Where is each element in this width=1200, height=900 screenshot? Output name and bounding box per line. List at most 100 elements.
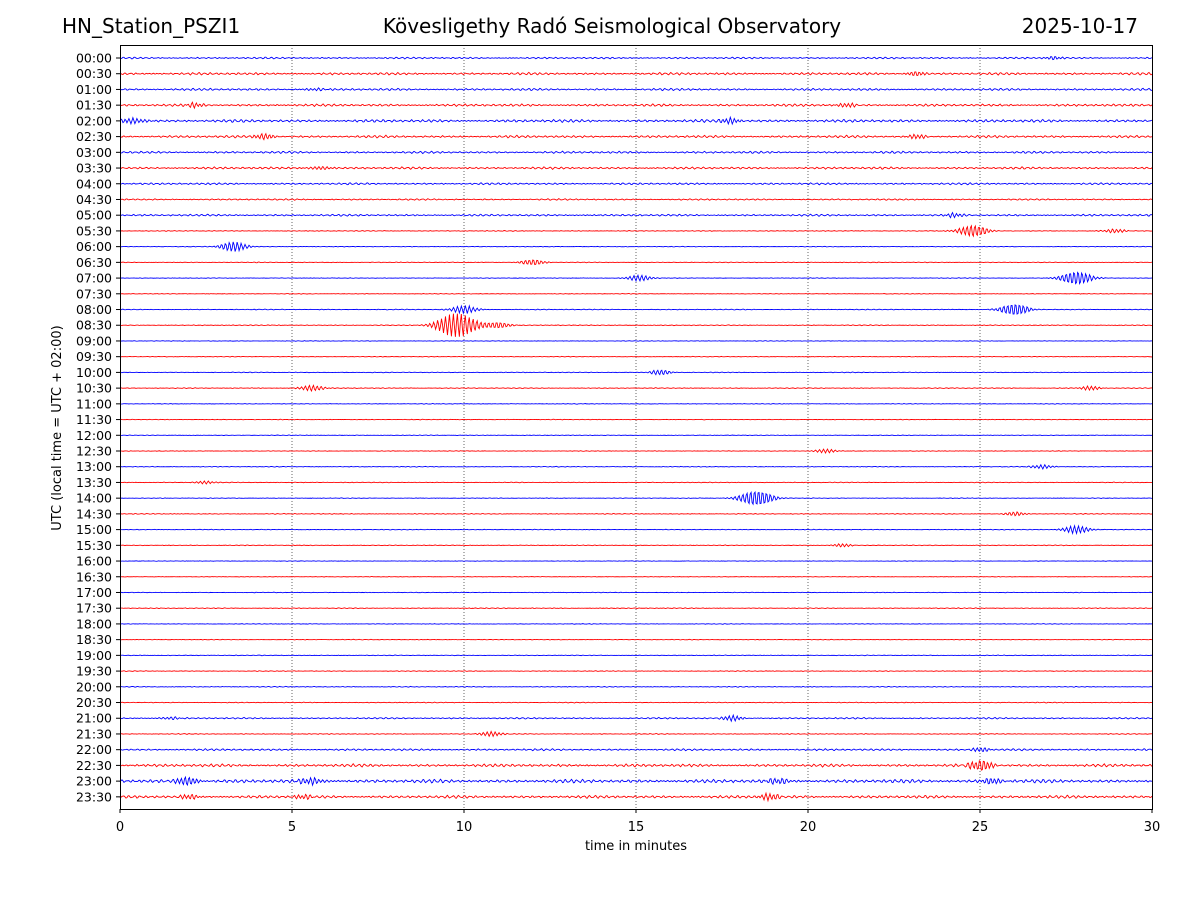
trace-1130 [119,418,1153,421]
y-tick-label: 09:30 [76,349,112,364]
y-tick-label: 07:00 [76,271,112,286]
trace-0100 [119,87,1153,92]
trace-0500 [119,211,1153,219]
y-tick-label: 09:00 [76,333,112,348]
y-tick-label: 05:30 [76,223,112,238]
y-tick-label: 22:00 [76,742,112,757]
trace-1730 [119,607,1153,610]
y-tick-label: 04:00 [76,176,112,191]
y-tick-label: 16:00 [76,554,112,569]
trace-0130 [119,101,1153,110]
trace-2330 [119,791,1153,803]
y-tick-label: 14:30 [76,506,112,521]
y-tick-label: 00:00 [76,51,112,66]
x-ticks: 0 5 10 15 20 25 30 [116,809,1160,835]
x-tick-label: 0 [116,820,124,835]
y-tick-label: 20:30 [76,695,112,710]
trace-1600 [119,560,1153,562]
trace-1330 [119,480,1153,485]
plot-frame [120,45,1153,810]
y-tick-label: 17:30 [76,601,112,616]
y-tick-label: 21:00 [76,711,112,726]
x-axis-label: time in minutes [585,839,687,854]
y-tick-label: 02:30 [76,129,112,144]
trace-0700 [119,271,1153,286]
trace-1000 [119,369,1153,376]
date-label: 2025-10-17 [1021,14,1138,38]
trace-2030 [119,701,1153,704]
y-tick-label: 13:00 [76,459,112,474]
trace-1430 [119,510,1153,517]
y-tick-label: 17:00 [76,585,112,600]
y-tick-label: 12:30 [76,444,112,459]
trace-0800 [119,304,1153,315]
y-tick-label: 08:00 [76,302,112,317]
y-tick-label: 18:30 [76,632,112,647]
y-tick-label: 11:00 [76,396,112,411]
y-tick-label: 01:00 [76,82,112,97]
y-tick-label: 07:30 [76,286,112,301]
trace-2200 [119,747,1153,753]
trace-2300 [119,775,1153,787]
y-tick-label: 08:30 [76,318,112,333]
trace-0000 [119,55,1153,61]
trace-1530 [119,543,1153,548]
trace-1930 [120,670,1153,672]
y-tick-label: 00:30 [76,66,112,81]
traces [119,55,1153,803]
x-tick-label: 20 [800,820,817,835]
y-tick-label: 21:30 [76,726,112,741]
trace-1230 [119,448,1153,455]
x-tick-label: 5 [288,820,296,835]
trace-0030 [119,71,1153,76]
trace-1100 [119,402,1153,405]
y-tick-label: 12:00 [76,428,112,443]
y-tick-label: 10:00 [76,365,112,380]
grid [291,45,981,809]
y-ticks: 00:0000:3001:0001:3002:0002:3003:0003:30… [76,51,120,804]
y-tick-label: 03:30 [76,161,112,176]
chart-title: Kövesligethy Radó Seismological Observat… [382,14,842,38]
y-tick-label: 19:00 [76,648,112,663]
y-tick-label: 15:30 [76,538,112,553]
x-tick-label: 15 [628,820,645,835]
y-tick-label: 23:30 [76,789,112,804]
y-tick-label: 01:30 [76,98,112,113]
y-tick-label: 02:00 [76,113,112,128]
trace-1900 [119,654,1153,657]
trace-2100 [119,713,1153,723]
x-tick-label: 25 [972,820,989,835]
y-tick-label: 19:30 [76,664,112,679]
station-label: HN_Station_PSZI1 [62,14,241,38]
y-tick-label: 18:00 [76,616,112,631]
trace-1030 [119,384,1153,393]
trace-1630 [119,575,1153,578]
trace-0400 [119,182,1153,186]
trace-0230 [119,132,1153,141]
y-tick-label: 04:30 [76,192,112,207]
y-tick-label: 10:30 [76,381,112,396]
y-tick-label: 23:00 [76,774,112,789]
y-tick-label: 03:00 [76,145,112,160]
y-tick-label: 06:30 [76,255,112,270]
trace-0330 [119,166,1153,170]
y-tick-label: 14:00 [76,491,112,506]
trace-0600 [119,241,1153,253]
trace-1830 [119,638,1153,641]
y-tick-label: 15:00 [76,522,112,537]
trace-0430 [119,198,1153,201]
trace-1300 [119,463,1153,470]
trace-1200 [119,434,1153,437]
trace-0630 [119,259,1153,266]
y-tick-label: 16:30 [76,569,112,584]
y-tick-label: 06:00 [76,239,112,254]
trace-1400 [119,490,1153,506]
trace-0730 [119,292,1153,295]
trace-0900 [119,340,1153,342]
y-tick-label: 20:00 [76,679,112,694]
trace-1500 [119,524,1153,536]
y-tick-label: 22:30 [76,758,112,773]
trace-0930 [119,355,1153,358]
trace-1800 [119,623,1153,625]
